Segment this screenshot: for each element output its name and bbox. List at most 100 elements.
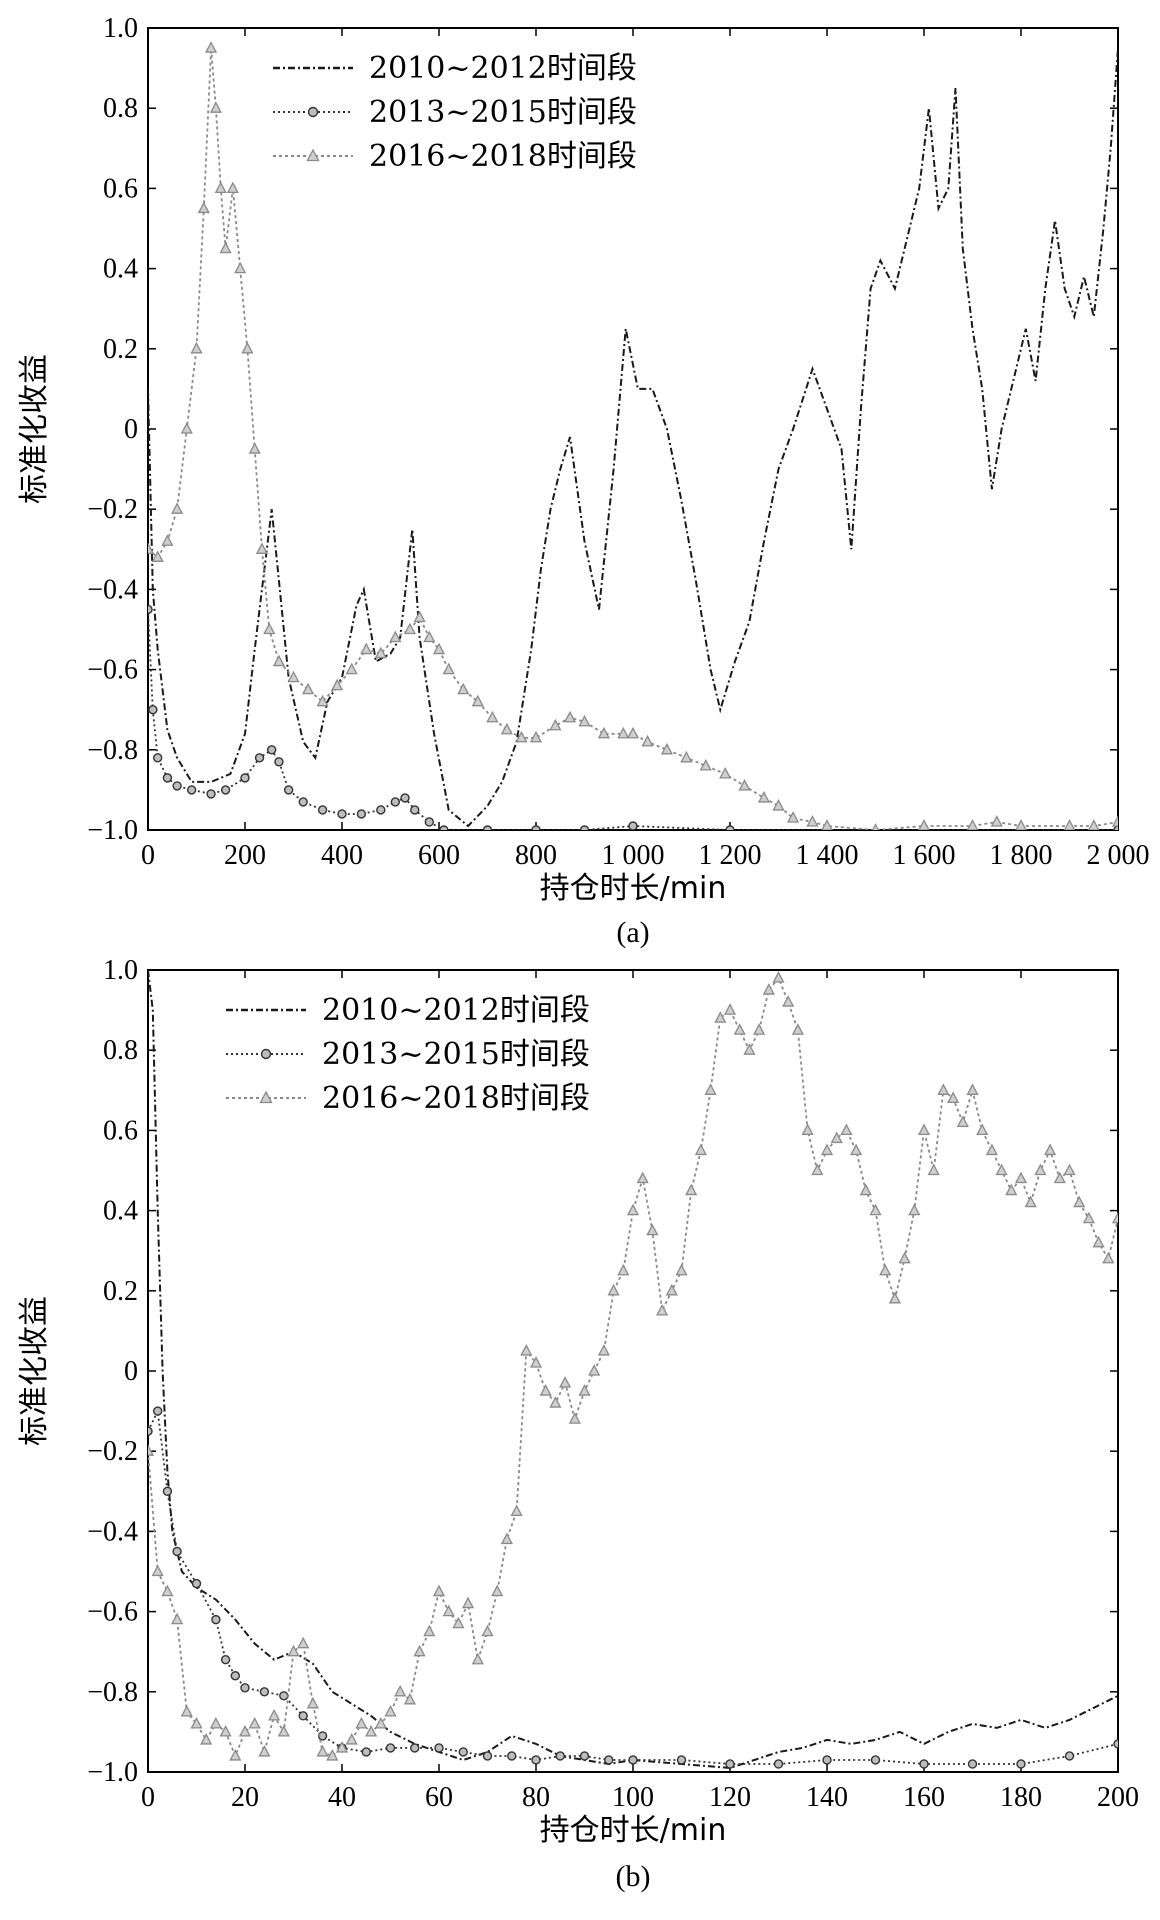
data-point-triangle — [471, 1652, 484, 1665]
data-point-circle — [410, 805, 420, 815]
data-point-triangle — [331, 678, 344, 691]
data-point-triangle — [820, 1143, 834, 1156]
data-point-triangle — [1044, 1143, 1057, 1156]
legend-label-1: 2010~2012时间段 — [322, 993, 590, 1028]
data-point-circle — [400, 793, 410, 803]
data-point-circle — [1113, 825, 1118, 830]
data-point-triangle — [680, 750, 693, 763]
data-point-triangle — [219, 241, 232, 254]
data-point-circle — [298, 797, 308, 807]
data-point-triangle — [263, 622, 276, 635]
data-point-circle — [628, 821, 638, 830]
data-point-circle — [191, 1578, 202, 1589]
data-point-triangle — [549, 1396, 562, 1408]
data-point-circle — [870, 1755, 881, 1765]
y-tick-label: 0.2 — [103, 334, 138, 365]
y-tick-label: 0.4 — [103, 254, 138, 285]
legend-b: 2010~2012时间段 2013~2015时间段 2016~2018时间段 — [226, 993, 590, 1116]
data-point-triangle — [515, 730, 528, 743]
data-point-triangle — [850, 1143, 863, 1156]
data-point-triangle — [656, 1303, 669, 1316]
data-point-triangle — [578, 1384, 591, 1396]
data-point-circle — [390, 797, 401, 807]
data-point-triangle — [966, 1083, 979, 1095]
data-point-triangle — [272, 654, 286, 667]
data-point-triangle — [432, 642, 446, 655]
data-point-triangle — [268, 1708, 281, 1721]
data-point-triangle — [403, 622, 416, 635]
y-tick-label: −0.8 — [87, 1677, 138, 1708]
legend-marker-triangle — [259, 1090, 273, 1104]
data-point-triangle — [859, 1183, 872, 1196]
y-tick-label: 0.8 — [103, 93, 138, 124]
data-point-triangle — [636, 1171, 649, 1184]
data-point-triangle — [365, 1725, 378, 1737]
data-point-triangle — [413, 1644, 426, 1657]
data-point-triangle — [238, 1725, 252, 1737]
data-point-triangle — [326, 1749, 339, 1761]
data-point-triangle — [1053, 1171, 1066, 1184]
legend-marker-circle — [260, 1048, 272, 1060]
data-point-triangle — [675, 1263, 688, 1276]
data-point-triangle — [389, 630, 402, 643]
y-tick-label: 0.2 — [103, 1276, 138, 1307]
data-point-circle — [773, 1759, 784, 1769]
data-point-triangle — [617, 726, 630, 739]
x-tick-label: 160 — [903, 1782, 945, 1813]
data-point-circle — [628, 1755, 638, 1765]
data-point-triangle — [148, 1444, 155, 1456]
data-point-triangle — [248, 442, 261, 454]
data-point-triangle — [161, 534, 174, 546]
data-point-triangle — [413, 610, 426, 623]
data-point-triangle — [665, 1283, 678, 1296]
data-point-circle — [579, 825, 590, 830]
data-point-triangle — [209, 101, 222, 113]
data-point-triangle — [685, 1183, 698, 1196]
data-point-circle — [482, 825, 493, 830]
data-point-triangle — [432, 1584, 446, 1597]
data-point-triangle — [1092, 1235, 1105, 1248]
data-point-triangle — [1088, 819, 1100, 830]
data-point-triangle — [607, 1283, 620, 1296]
data-point-triangle — [782, 995, 795, 1007]
data-point-triangle — [563, 710, 577, 723]
y-tick-label: −0.4 — [87, 1516, 138, 1547]
series-line-2 — [148, 1407, 1118, 1765]
series-line-2 — [148, 609, 1118, 830]
data-point-triangle — [306, 1696, 319, 1709]
x-axis-title-b: 持仓时长/min — [540, 1813, 727, 1848]
data-point-triangle — [161, 1584, 174, 1597]
data-point-triangle — [219, 1725, 232, 1737]
series-group-b — [148, 970, 1118, 1770]
data-point-circle — [206, 789, 216, 799]
data-point-triangle — [204, 41, 218, 53]
data-point-triangle — [801, 1123, 814, 1136]
data-point-circle — [162, 773, 173, 783]
data-point-triangle — [1073, 1195, 1086, 1208]
data-point-circle — [482, 1751, 493, 1761]
data-point-triangle — [500, 722, 513, 735]
data-point-triangle — [287, 1644, 300, 1657]
x-tick-label: 60 — [425, 1782, 453, 1813]
data-point-triangle — [821, 819, 833, 830]
data-point-triangle — [626, 1203, 640, 1216]
data-point-triangle — [171, 502, 184, 514]
data-point-circle — [356, 809, 367, 819]
data-point-circle — [298, 1711, 308, 1721]
data-point-circle — [919, 1759, 929, 1769]
data-point-triangle — [811, 1163, 824, 1176]
data-point-triangle — [762, 983, 775, 995]
data-point-circle — [424, 817, 434, 827]
data-point-triangle — [786, 811, 800, 823]
data-point-triangle — [442, 1604, 455, 1617]
y-tick-label: 0.6 — [103, 1115, 138, 1146]
data-point-circle — [725, 1759, 735, 1769]
data-point-triangle — [234, 261, 247, 274]
data-point-triangle — [947, 1091, 960, 1103]
x-tick-label: 200 — [224, 840, 266, 871]
data-point-circle — [211, 1614, 221, 1625]
x-axis-title-a: 持仓时长/min — [540, 871, 727, 906]
data-point-triangle — [529, 730, 543, 743]
data-point-triangle — [1111, 815, 1118, 827]
